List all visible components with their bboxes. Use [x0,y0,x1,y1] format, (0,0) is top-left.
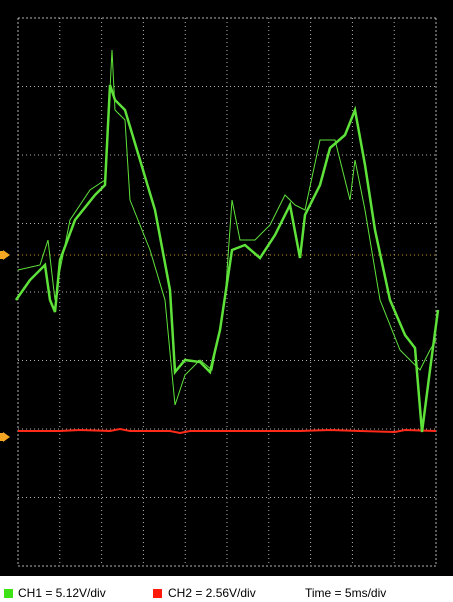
ch2-swatch [153,589,162,598]
ch2-trace [18,427,437,435]
ch2-marker [3,432,10,442]
ch1-scale: CH1 = 5.12V/div [18,586,106,600]
ch2-marker-tail [0,433,4,441]
ch1-trace-thin [17,49,437,406]
time-scale: Time = 5ms/div [305,586,386,600]
grid [17,17,437,567]
ch1-marker [3,250,10,260]
ch1-swatch [4,589,13,598]
ch1-trace [14,84,440,433]
ch2-scale: CH2 = 2.56V/div [168,586,256,600]
ch1-marker-tail [0,251,4,259]
footer-bar [0,576,453,602]
